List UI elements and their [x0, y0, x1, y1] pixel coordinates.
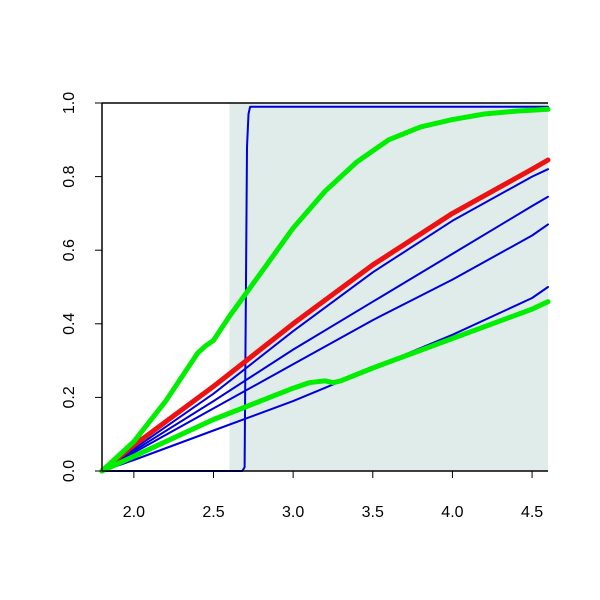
- shaded-region-layer: [229, 103, 548, 471]
- y-tick-label: 0.0: [61, 460, 78, 482]
- x-tick-label: 4.5: [521, 504, 543, 521]
- axes-layer: 2.0 2.5 3.0 3.5 4.0 4.5 0.0 0.2 0.4 0.6 0.8 1.0: [61, 92, 548, 521]
- x-tick-label: 3.0: [282, 504, 304, 521]
- shaded-region: [229, 103, 548, 471]
- x-tick-label: 3.5: [362, 504, 384, 521]
- x-tick-label: 2.0: [123, 504, 145, 521]
- y-tick-label: 1.0: [61, 92, 78, 114]
- series-line-8: [99, 299, 551, 474]
- y-tick-label: 0.4: [61, 313, 78, 335]
- series-line-2: [101, 168, 549, 472]
- series-layer: [99, 105, 551, 474]
- y-tick-label: 0.2: [61, 386, 78, 408]
- series-line-6: [99, 157, 551, 474]
- series-line-3: [101, 195, 549, 472]
- x-tick-label: 2.5: [202, 504, 224, 521]
- series-line-7: [99, 106, 551, 474]
- series-line-4: [101, 223, 549, 472]
- y-tick-label: 0.6: [61, 239, 78, 261]
- x-tick-label: 4.0: [441, 504, 463, 521]
- y-tick-label: 0.8: [61, 165, 78, 187]
